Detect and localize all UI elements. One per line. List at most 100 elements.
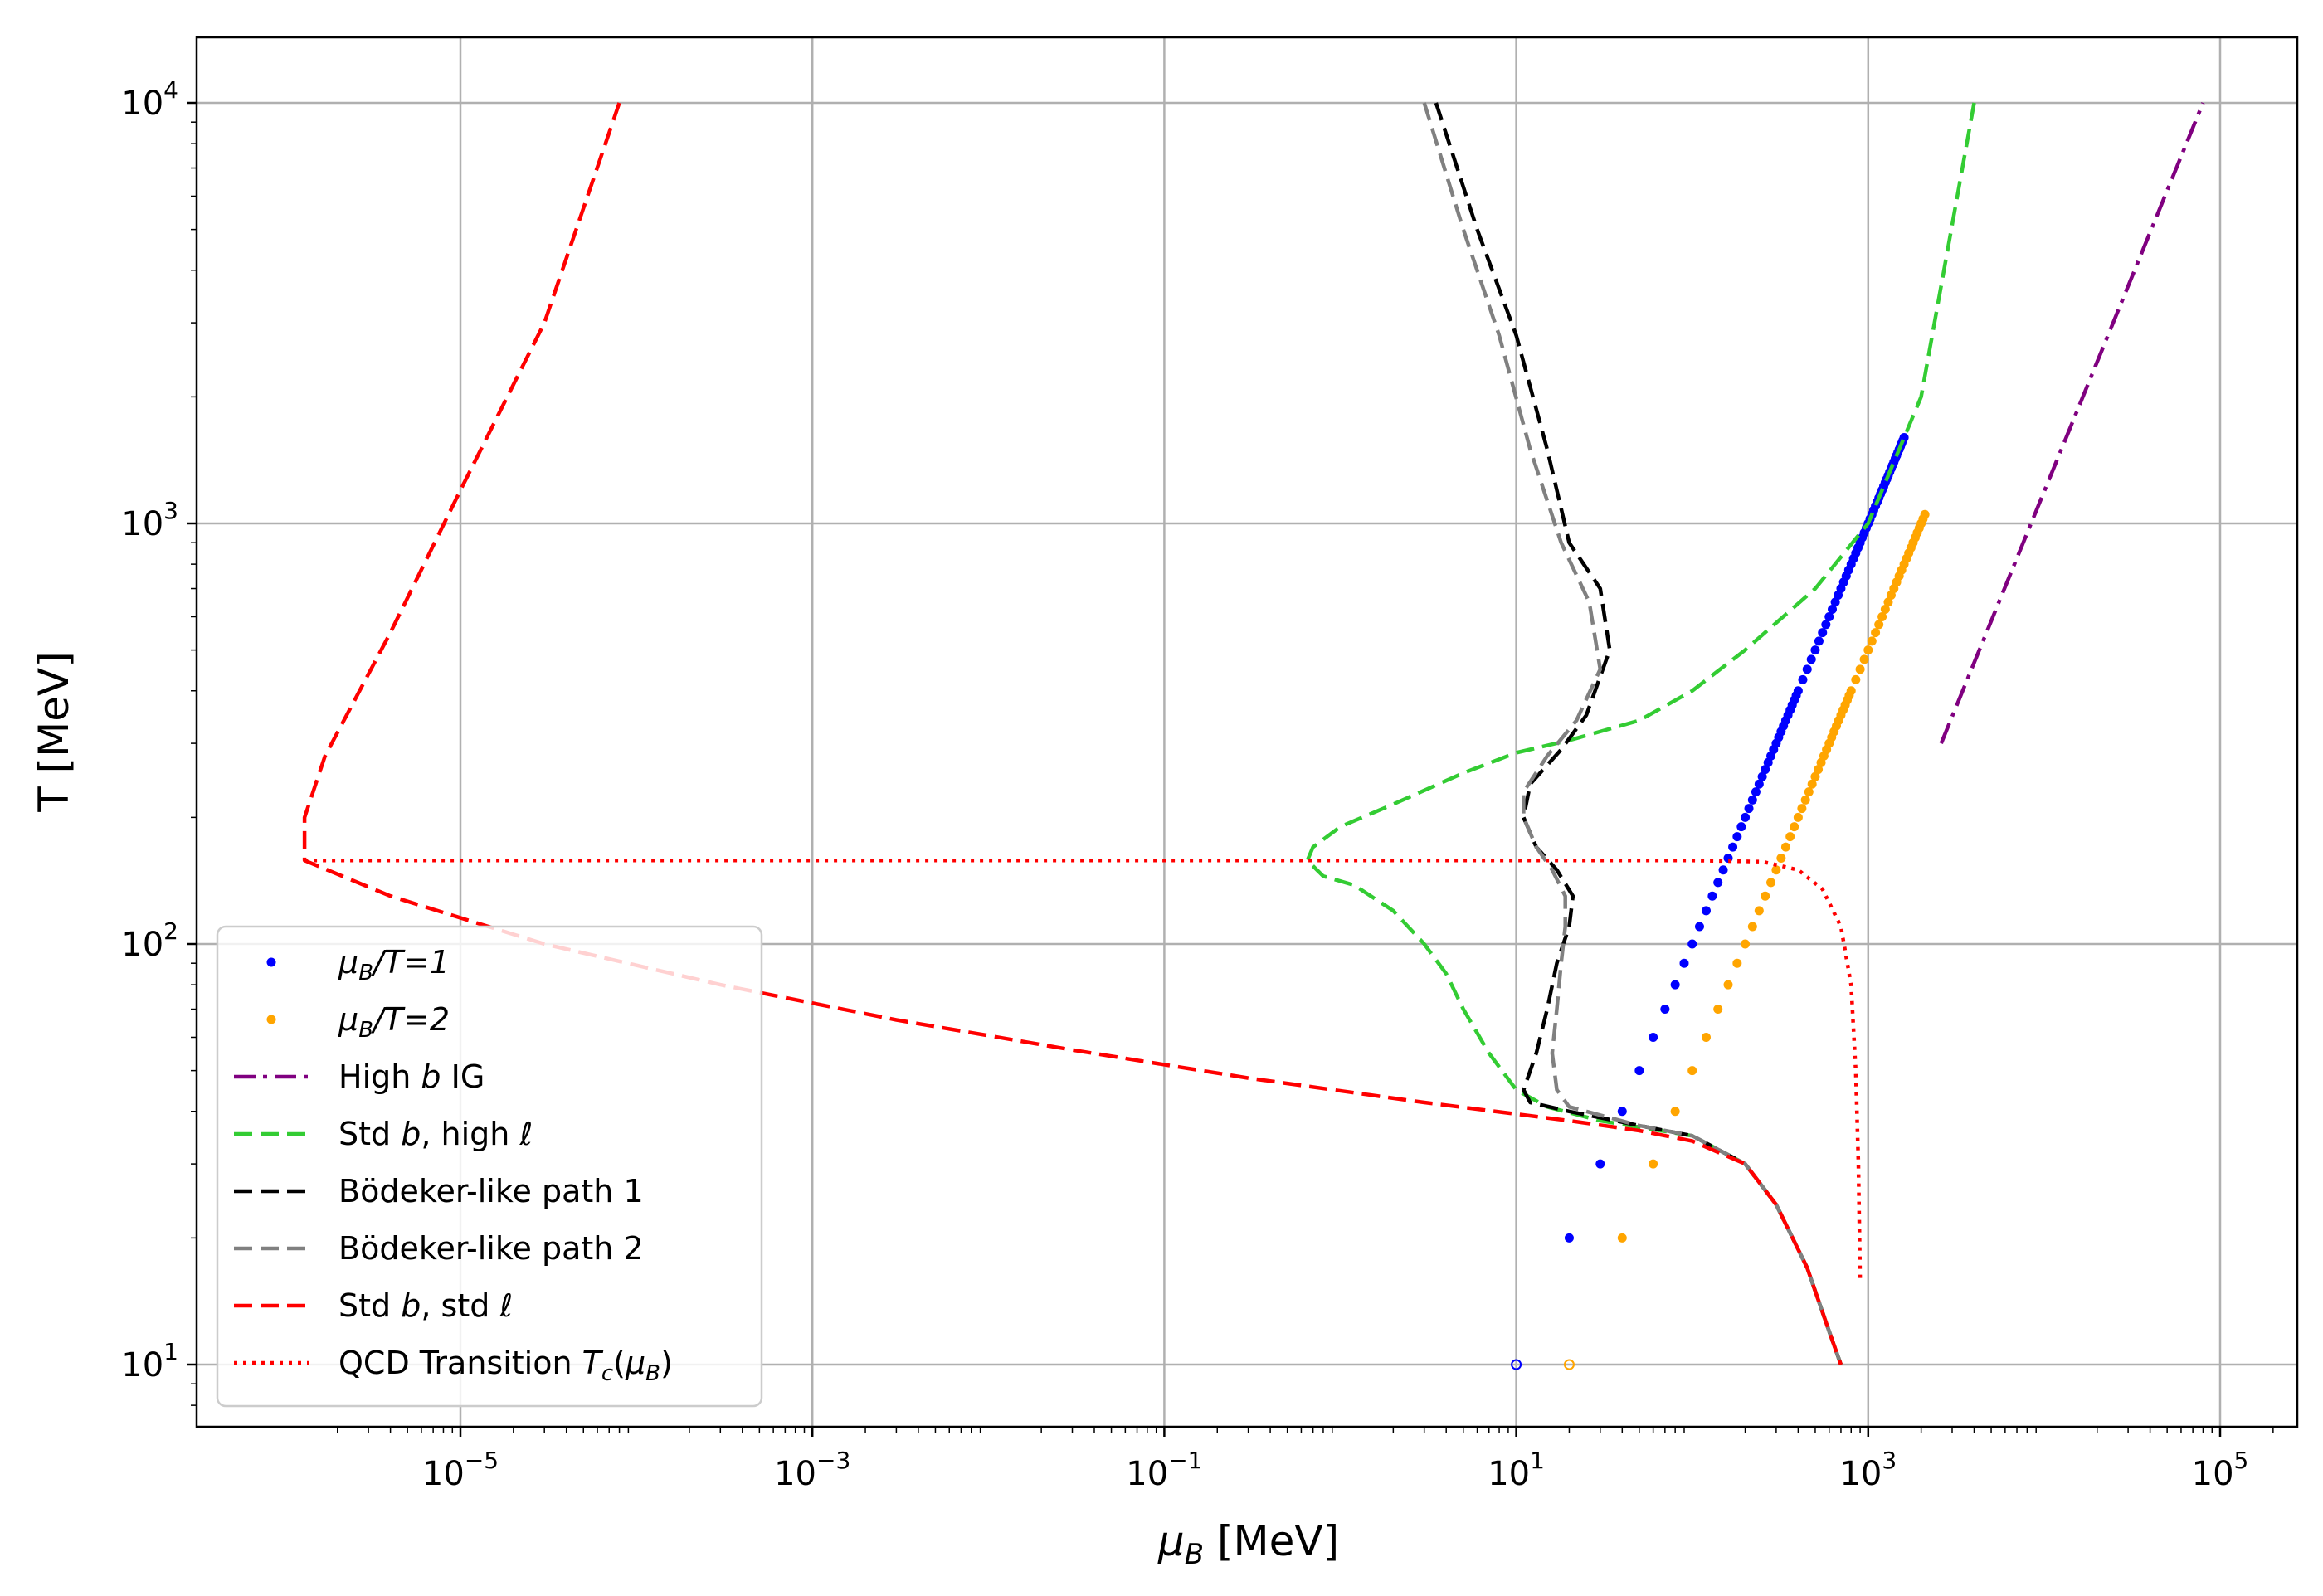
legend-item-p1: μB/T=1 bbox=[266, 944, 450, 985]
data-point bbox=[1649, 1159, 1658, 1169]
data-point bbox=[1877, 611, 1887, 621]
series-line-6 bbox=[302, 102, 1843, 1365]
data-point bbox=[1780, 842, 1790, 852]
legend-item-stdhigh: Std b, high ℓ bbox=[234, 1116, 533, 1152]
legend-item-p2: μB/T=2 bbox=[266, 1001, 450, 1043]
data-point bbox=[1761, 765, 1770, 775]
data-point bbox=[1707, 891, 1717, 901]
data-point bbox=[1732, 958, 1742, 968]
data-point bbox=[1785, 832, 1795, 842]
data-point bbox=[1828, 604, 1838, 614]
data-point bbox=[1736, 822, 1746, 832]
data-point bbox=[1806, 654, 1816, 664]
data-point bbox=[1660, 1005, 1670, 1015]
legend: μB/T=1 μB/T=2 High b IG Std b, high ℓ Bödeke… bbox=[216, 925, 763, 1408]
data-point bbox=[1564, 1233, 1574, 1243]
data-point bbox=[1851, 674, 1861, 684]
data-point bbox=[1741, 812, 1751, 822]
legend-label: Bödeker-like path 1 bbox=[338, 1173, 644, 1209]
legend-marker bbox=[266, 1015, 276, 1024]
plot-frame bbox=[195, 36, 2299, 1428]
data-point bbox=[1670, 1107, 1680, 1117]
data-point bbox=[1920, 509, 1930, 519]
data-point bbox=[1766, 878, 1776, 888]
data-point bbox=[1883, 597, 1893, 607]
data-point bbox=[1797, 804, 1807, 814]
data-point bbox=[1747, 922, 1757, 932]
data-point bbox=[1694, 922, 1704, 932]
data-point bbox=[1802, 664, 1812, 674]
data-point bbox=[1810, 645, 1820, 655]
data-point bbox=[1793, 812, 1803, 822]
data-point bbox=[1818, 628, 1828, 638]
data-point bbox=[1790, 822, 1799, 832]
x-tick-label: 10−1 bbox=[1126, 1447, 1202, 1493]
legend-frame bbox=[216, 925, 763, 1408]
series-layer bbox=[302, 102, 2205, 1370]
legend-marker bbox=[266, 957, 276, 967]
data-point bbox=[1867, 636, 1877, 646]
data-point bbox=[1718, 865, 1728, 875]
data-point bbox=[1807, 779, 1817, 789]
legend-item-bod2: Bödeker-like path 2 bbox=[234, 1230, 644, 1267]
data-point bbox=[1871, 628, 1881, 638]
y-axis-label: T [MeV] bbox=[30, 651, 78, 813]
data-point bbox=[1874, 620, 1884, 630]
y-tick-label: 103 bbox=[121, 497, 178, 543]
y-tick-label: 101 bbox=[121, 1338, 178, 1384]
data-point bbox=[1595, 1159, 1605, 1169]
legend-label: Bödeker-like path 2 bbox=[338, 1230, 644, 1267]
data-point bbox=[1713, 1005, 1723, 1015]
legend-label: μB/T=2 bbox=[338, 1001, 450, 1043]
series-line-5 bbox=[1422, 102, 1843, 1365]
x-tick-label: 103 bbox=[1839, 1447, 1897, 1493]
legend-item-qcd: QCD Transition Tc(μB) bbox=[234, 1345, 673, 1386]
data-point bbox=[1761, 891, 1770, 901]
legend-label: QCD Transition Tc(μB) bbox=[338, 1345, 673, 1386]
data-point bbox=[1617, 1233, 1627, 1243]
data-point bbox=[1701, 1032, 1711, 1042]
legend-item-stdstd: Std b, std ℓ bbox=[234, 1287, 513, 1324]
data-point bbox=[1741, 939, 1751, 949]
data-point bbox=[1863, 645, 1873, 655]
x-tick-label: 105 bbox=[2192, 1447, 2249, 1493]
data-point bbox=[1793, 686, 1803, 696]
data-point bbox=[1751, 787, 1761, 797]
data-point bbox=[1804, 787, 1814, 797]
data-point bbox=[1670, 980, 1680, 990]
data-point bbox=[1800, 795, 1810, 805]
data-point bbox=[1855, 664, 1865, 674]
legend-item-ig: High b IG bbox=[234, 1058, 485, 1095]
x-tick-label: 10−5 bbox=[422, 1447, 499, 1493]
data-point bbox=[1713, 878, 1723, 888]
data-point bbox=[1798, 674, 1808, 684]
x-tick-label: 101 bbox=[1488, 1447, 1545, 1493]
data-point bbox=[1687, 939, 1697, 949]
x-tick-labels: 10−5 10−3 10−1 101 103 105 bbox=[422, 1447, 2248, 1493]
series-line-7 bbox=[304, 859, 1863, 1279]
y-tick-label: 102 bbox=[121, 917, 178, 964]
data-point bbox=[1617, 1107, 1627, 1117]
data-point bbox=[1511, 1359, 1522, 1370]
data-point bbox=[1728, 842, 1738, 852]
data-point bbox=[1846, 686, 1856, 696]
data-point bbox=[1880, 604, 1890, 614]
data-point bbox=[1821, 620, 1831, 630]
tick-marks bbox=[187, 101, 2274, 1437]
legend-item-bod1: Bödeker-like path 1 bbox=[234, 1173, 644, 1209]
data-point bbox=[1814, 636, 1824, 646]
data-point bbox=[1732, 832, 1742, 842]
series-line-4 bbox=[1434, 102, 1843, 1365]
y-tick-labels: 101 102 103 104 bbox=[121, 76, 178, 1384]
legend-label: Std b, std ℓ bbox=[338, 1287, 513, 1324]
data-point bbox=[1687, 1066, 1697, 1076]
data-point bbox=[1563, 1359, 1575, 1370]
series-line-2 bbox=[1939, 102, 2205, 744]
x-axis-label: μB [MeV] bbox=[1157, 1517, 1339, 1571]
data-point bbox=[1723, 980, 1733, 990]
x-tick-label: 10−3 bbox=[774, 1447, 850, 1493]
legend-label: μB/T=1 bbox=[338, 944, 450, 985]
data-point bbox=[1754, 906, 1764, 916]
legend-label: High b IG bbox=[338, 1058, 485, 1095]
